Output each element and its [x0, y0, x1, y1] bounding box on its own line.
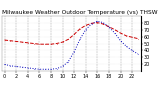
Text: Milwaukee Weather Outdoor Temperature (vs) THSW Index per Hour (Last 24 Hours): Milwaukee Weather Outdoor Temperature (v…: [2, 10, 160, 15]
